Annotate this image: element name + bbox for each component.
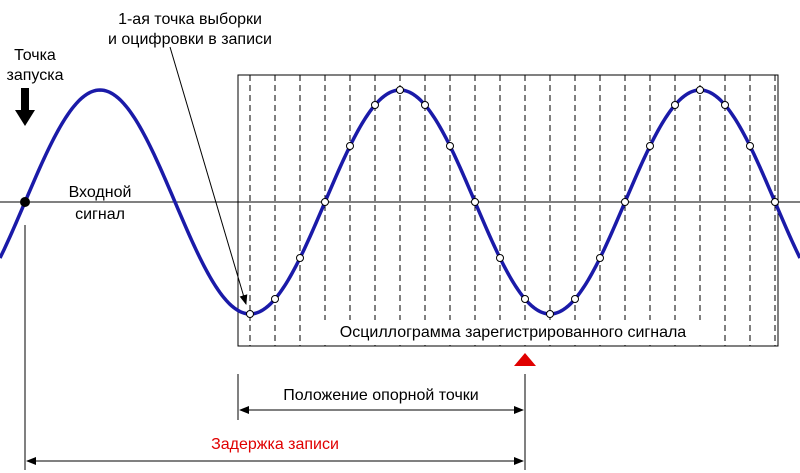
sample-point: [596, 254, 604, 262]
sample-point: [446, 142, 454, 150]
sample-point: [296, 254, 304, 262]
sample-point: [571, 294, 579, 303]
reference-label: Положение опорной точки: [283, 387, 478, 404]
sample-point: [271, 294, 279, 303]
sample-point: [496, 254, 504, 262]
sample-point: [346, 142, 354, 150]
trigger-dot: [20, 197, 30, 207]
record-box: [237, 74, 779, 347]
sample-point: [371, 101, 379, 110]
sample-point: [721, 101, 729, 110]
trigger-label: запуска: [7, 67, 64, 84]
caption-bg: [312, 320, 714, 342]
input-label: сигнал: [75, 206, 125, 223]
sample-point: [246, 310, 254, 318]
delay-label: Задержка записи: [211, 436, 339, 453]
sample-grid: [249, 75, 776, 346]
sample-point: [321, 198, 329, 206]
sample-point: [746, 142, 754, 150]
sample-point: [671, 101, 679, 110]
input-label: Входной: [69, 184, 132, 201]
first-sample-pointer: [169, 46, 248, 305]
sample-point: [646, 142, 654, 150]
record-caption: Осциллограмма зарегистрированного сигнал…: [340, 324, 687, 341]
sample-point: [696, 86, 704, 94]
trigger-label: Точка: [14, 47, 56, 64]
sample-point: [471, 198, 479, 206]
sample-point: [521, 294, 529, 303]
first-sample-label: 1-ая точка выборки: [118, 11, 262, 28]
sample-point: [621, 198, 629, 206]
sample-points: [246, 86, 779, 318]
caption-bg: [266, 383, 496, 405]
first-sample-label: и оцифровки в записи: [108, 31, 272, 48]
sample-point: [546, 310, 554, 318]
sample-point: [771, 198, 779, 206]
reference-marker: [514, 353, 536, 366]
trigger-arrow: [15, 88, 35, 126]
sample-point: [421, 101, 429, 110]
sample-point: [396, 86, 404, 94]
